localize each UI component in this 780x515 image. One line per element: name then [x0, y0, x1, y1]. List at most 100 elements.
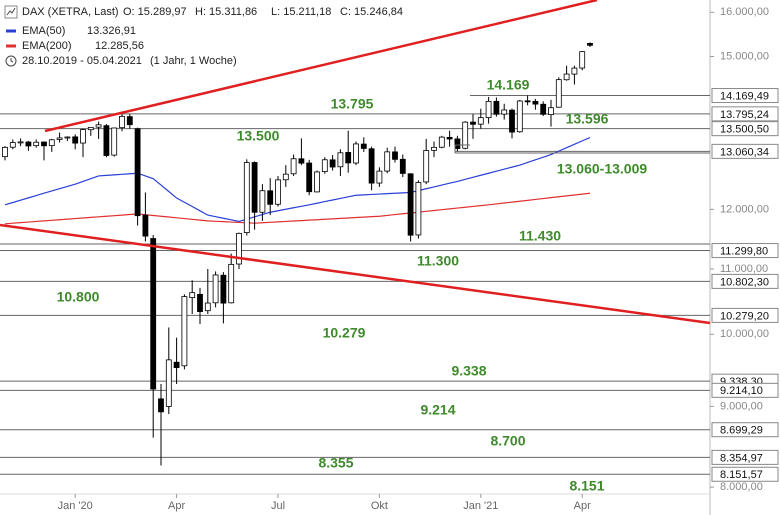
candle-body	[368, 148, 375, 184]
ohlc-value: O: 15.289,97	[123, 6, 187, 18]
level-box	[711, 422, 779, 438]
candle-body	[540, 103, 547, 115]
y-tick-label: 9.000,00	[720, 400, 763, 412]
period: 28.10.2019 - 05.04.2021	[22, 55, 142, 67]
level-label: 8.354,97	[720, 452, 763, 464]
x-tick-label: Jul	[271, 500, 285, 512]
candle-body	[353, 143, 359, 164]
candle-body	[485, 100, 492, 119]
candle-body	[314, 171, 320, 193]
candle-body	[204, 302, 211, 312]
candle-body	[282, 173, 289, 181]
annotation: 13.060-13.009	[557, 161, 648, 177]
candle-body	[587, 42, 593, 46]
candle-body	[524, 100, 531, 103]
y-tick-label: 8.000,00	[720, 481, 763, 493]
level-label: 13.500,50	[720, 124, 769, 136]
candle-body	[17, 141, 24, 144]
candle-body	[306, 162, 313, 193]
candle-body	[571, 67, 578, 75]
level-box	[711, 88, 779, 104]
y-tick-label: 16.000,00	[720, 6, 769, 18]
candle-body	[399, 158, 406, 174]
candle-body	[384, 151, 391, 172]
candle-body	[259, 190, 266, 213]
candle-body	[509, 109, 515, 133]
candle-body	[423, 150, 430, 183]
candle-body	[501, 109, 508, 115]
x-tick-label: Apr	[574, 500, 591, 512]
level-box	[711, 382, 779, 398]
candle-body	[181, 296, 188, 367]
level-box	[711, 106, 779, 122]
annotation: 8.700	[490, 433, 525, 449]
level-box	[711, 273, 779, 289]
candle-body	[2, 146, 8, 158]
level-box	[711, 143, 779, 159]
annotation: 8.151	[569, 478, 604, 494]
y-tick-label: 15.000,00	[720, 50, 769, 62]
candle-body	[9, 142, 16, 148]
annotation: 8.355	[318, 455, 353, 471]
candle-body	[548, 107, 554, 116]
candle-body	[80, 129, 86, 144]
level-box	[711, 307, 779, 323]
annotation: 13.596	[566, 111, 609, 127]
level-box	[711, 243, 779, 259]
candle-body	[87, 126, 94, 131]
level-label: 10.802,30	[720, 276, 769, 288]
candle-body	[321, 159, 328, 173]
annotation: 14.169	[487, 77, 530, 93]
candle-body	[392, 151, 398, 160]
chart-title: DAX (XETRA, Last)	[22, 6, 119, 18]
y-tick-label: 11.000,00	[720, 263, 768, 275]
candle-body	[236, 232, 242, 265]
annotation: 9.338	[451, 363, 486, 379]
candle-body	[298, 158, 305, 164]
candle-body	[95, 124, 102, 128]
candle-body	[275, 179, 281, 205]
x-tick-label: Jan '21	[463, 500, 498, 512]
candle-body	[165, 359, 172, 407]
header: DAX (XETRA, Last) O: 15.289,97 H: 15.311…	[4, 5, 403, 67]
ohlc-value: H: 15.311,86	[195, 6, 257, 18]
candle-body	[173, 361, 180, 368]
level-box	[711, 449, 779, 465]
candle-body	[563, 73, 570, 81]
candle-body	[579, 51, 586, 69]
level-label: 8.151,57	[720, 469, 763, 481]
candle-body	[220, 274, 227, 304]
clock-icon	[10, 58, 14, 63]
level-label: 14.169,49	[720, 90, 769, 102]
candle-body	[462, 121, 469, 149]
candle-body	[134, 128, 141, 217]
candle-body	[446, 136, 453, 140]
candle-body	[48, 139, 55, 147]
candle-body	[493, 100, 500, 115]
legend-label: EMA(200)	[22, 40, 72, 52]
clock-icon	[5, 55, 17, 67]
ohlc-value: L: 15.211,18	[271, 6, 331, 18]
candle-body	[329, 159, 336, 168]
candle-body	[345, 152, 352, 164]
candle-body	[360, 143, 367, 149]
level-label: 9.214,10	[720, 385, 763, 397]
candle-body	[267, 190, 274, 205]
candle-body	[64, 136, 71, 139]
candle-body	[431, 146, 437, 151]
period-note: (1 Jahr, 1 Woche)	[150, 55, 237, 67]
x-tick-label: Jan '20	[58, 500, 93, 512]
candle-body	[243, 162, 250, 233]
candle-body	[516, 100, 523, 133]
candle-body	[103, 125, 110, 156]
candle-body	[33, 141, 40, 147]
candle-body	[25, 141, 32, 147]
candle-body	[126, 116, 133, 126]
ema-line	[4, 136, 591, 223]
level-label: 8.699,29	[720, 425, 763, 437]
x-tick-label: Apr	[168, 500, 185, 512]
symbol-icon	[6, 7, 16, 16]
y-tick-label: 10.000,00	[720, 328, 769, 340]
candle-body	[119, 115, 125, 129]
